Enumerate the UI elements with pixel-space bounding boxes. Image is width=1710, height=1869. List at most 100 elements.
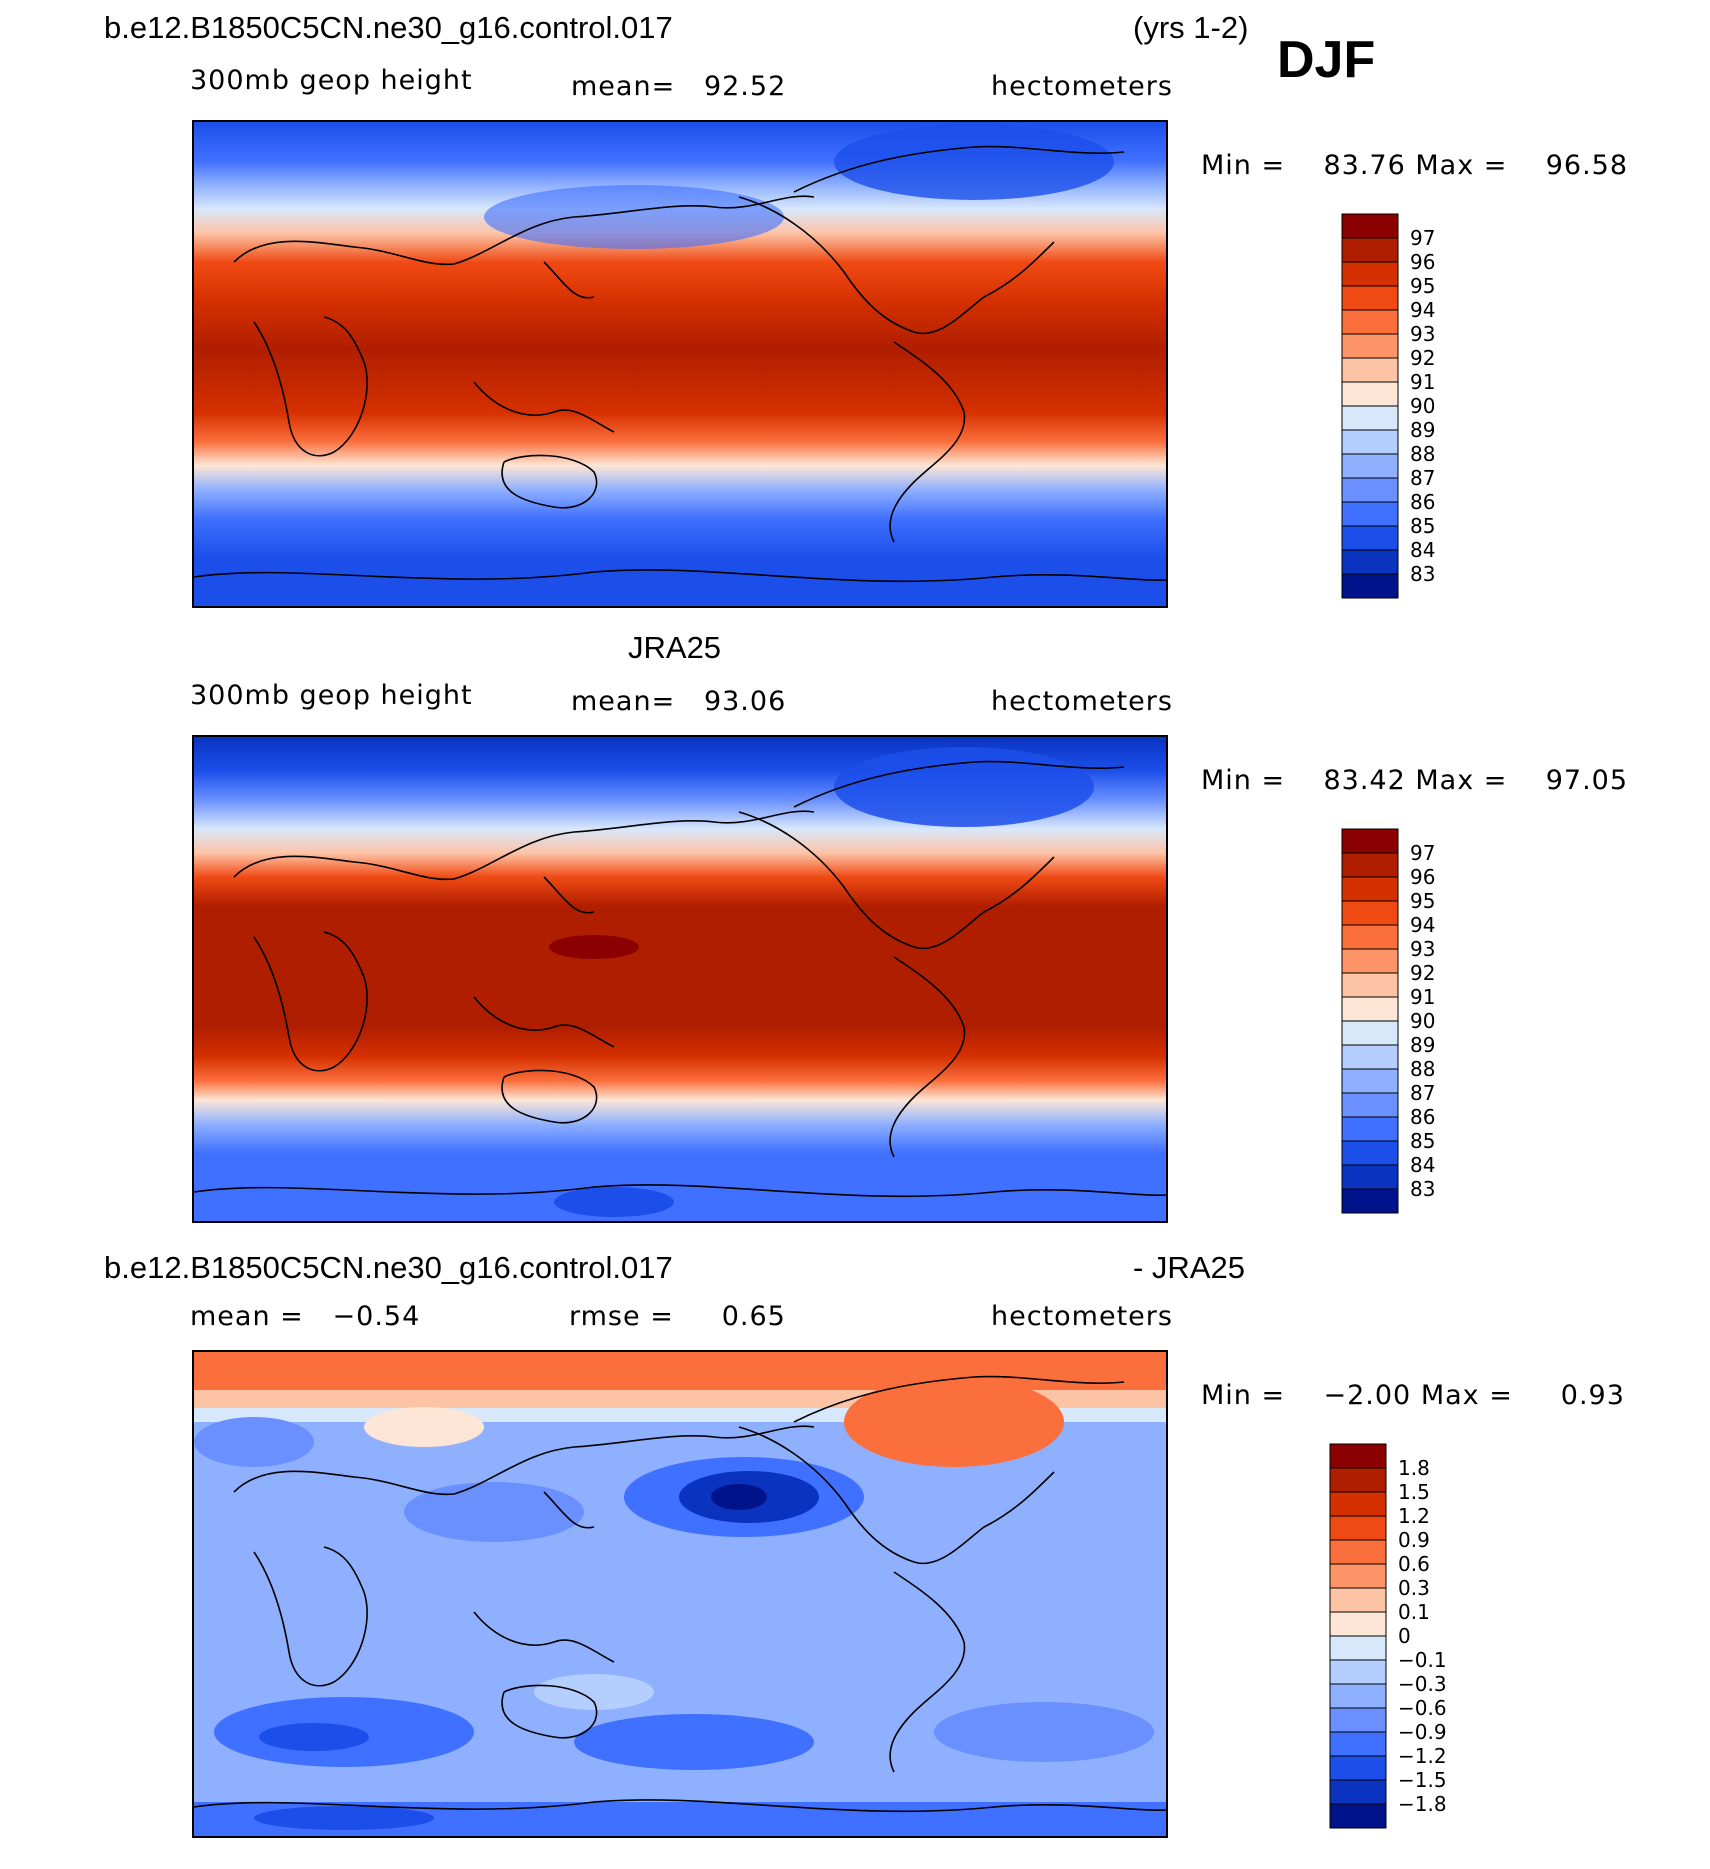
colorbar-label: 83 [1410,562,1435,586]
colorbar-label: 86 [1410,490,1435,514]
colorbar-swatch [1341,1044,1399,1070]
colorbar-label: 90 [1410,1009,1435,1033]
colorbar-swatch [1329,1731,1387,1757]
panel1-mean-label: mean= [571,71,676,102]
colorbar-swatch [1341,996,1399,1022]
colorbar-label: 87 [1410,1081,1435,1105]
case-title: b.e12.B1850C5CN.ne30_g16.control.017 [104,10,673,45]
colorbar-swatch [1341,453,1399,479]
panel2-field-label: 300mb geop height [190,680,473,711]
panel1-units: hectometers [991,71,1173,102]
colorbar-label: 94 [1410,913,1435,937]
colorbar-swatch [1329,1803,1387,1829]
colorbar-swatch [1341,972,1399,998]
panel3-mean-label: mean = [190,1301,304,1332]
colorbar-swatch [1341,285,1399,311]
panel1-max-label: Max = [1415,150,1508,181]
panel3-max-value: 0.93 [1560,1380,1625,1411]
colorbar-swatch [1341,237,1399,263]
panel1-field-label: 300mb geop height [190,65,473,96]
colorbar-label: 89 [1410,418,1435,442]
colorbar-swatch [1341,381,1399,407]
panel2-min-value: 83.42 [1323,765,1406,796]
panel3-mean: mean = −0.54 [190,1303,420,1330]
colorbar-swatch [1329,1563,1387,1589]
panel2-mean-value: 93.06 [703,686,787,717]
colorbar-swatch [1341,477,1399,503]
panel1-coastlines [194,145,1166,583]
colorbar-label: 96 [1410,250,1435,274]
colorbar-label: 0.6 [1398,1552,1430,1576]
panel3-map [192,1350,1168,1838]
colorbar-swatch [1341,357,1399,383]
colorbar-label: −0.9 [1398,1720,1447,1744]
colorbar-label: 0 [1398,1624,1411,1648]
colorbar-swatch [1329,1467,1387,1493]
colorbar-label: 92 [1410,346,1435,370]
colorbar-label: 86 [1410,1105,1435,1129]
colorbar-swatch [1329,1707,1387,1733]
colorbar-swatch [1341,1020,1399,1046]
colorbar-swatch [1341,948,1399,974]
colorbar-swatch [1341,261,1399,287]
colorbar-swatch [1341,924,1399,950]
colorbar-label: −1.8 [1398,1792,1447,1816]
panel1-min-label: Min = [1201,150,1286,181]
colorbar-swatch [1341,213,1399,239]
panel3-rmse-value: 0.65 [721,1301,786,1332]
colorbar-swatch [1329,1491,1387,1517]
colorbar-label: 91 [1410,985,1435,1009]
colorbar-label: −0.3 [1398,1672,1447,1696]
colorbar-label: 95 [1410,889,1435,913]
colorbar-swatch [1341,549,1399,575]
panel3-rmse-label: rmse = [569,1301,674,1332]
colorbar-swatch [1341,900,1399,926]
colorbar-label: 0.9 [1398,1528,1430,1552]
colorbar-swatch [1329,1515,1387,1541]
colorbar-label: 97 [1410,841,1435,865]
panel2-minmax: Min = 83.42 Max = 97.05 [1201,767,1628,794]
panel2-max-value: 97.05 [1545,765,1629,796]
panel3-mean-value: −0.54 [332,1301,421,1332]
colorbar-swatch [1341,852,1399,878]
colorbar-swatch [1341,1140,1399,1166]
colorbar-label: 96 [1410,865,1435,889]
colorbar-swatch [1341,1116,1399,1142]
panel3-min-value: −2.00 [1323,1380,1412,1411]
colorbar-swatch [1329,1659,1387,1685]
colorbar-swatch [1341,1188,1399,1214]
season-label: DJF [1277,31,1376,89]
colorbar-swatch [1341,405,1399,431]
panel3-title-left: b.e12.B1850C5CN.ne30_g16.control.017 [104,1250,673,1285]
panel1-min-value: 83.76 [1323,150,1406,181]
colorbar-label: 85 [1410,1129,1435,1153]
colorbar-swatch [1341,525,1399,551]
colorbar-label: 85 [1410,514,1435,538]
colorbar-swatch [1341,333,1399,359]
colorbar-label: 93 [1410,322,1435,346]
colorbar-swatch [1341,1092,1399,1118]
colorbar-label: 91 [1410,370,1435,394]
colorbar-label: 1.5 [1398,1480,1430,1504]
panel2-map-svg [194,737,1166,1221]
colorbar-label: 94 [1410,298,1435,322]
colorbar-swatch [1329,1755,1387,1781]
colorbar-label: 1.2 [1398,1504,1430,1528]
colorbar-label: 84 [1410,1153,1435,1177]
panel2-max-label: Max = [1415,765,1508,796]
panel3-map-svg [194,1352,1166,1836]
colorbar-label: −1.2 [1398,1744,1447,1768]
years-label: (yrs 1-2) [1133,10,1249,45]
panel3-max-label: Max = [1420,1380,1513,1411]
colorbar-swatch [1329,1443,1387,1469]
colorbar-swatch [1329,1539,1387,1565]
panel3-units: hectometers [991,1301,1173,1332]
colorbar-swatch [1341,876,1399,902]
colorbar-label: 84 [1410,538,1435,562]
panel2-title: JRA25 [628,630,722,665]
colorbar-swatch [1329,1779,1387,1805]
panel2-mean: mean= 93.06 [571,688,786,715]
colorbar-label: 89 [1410,1033,1435,1057]
panel3-coastlines [194,1375,1166,1813]
colorbar-swatch [1329,1611,1387,1637]
